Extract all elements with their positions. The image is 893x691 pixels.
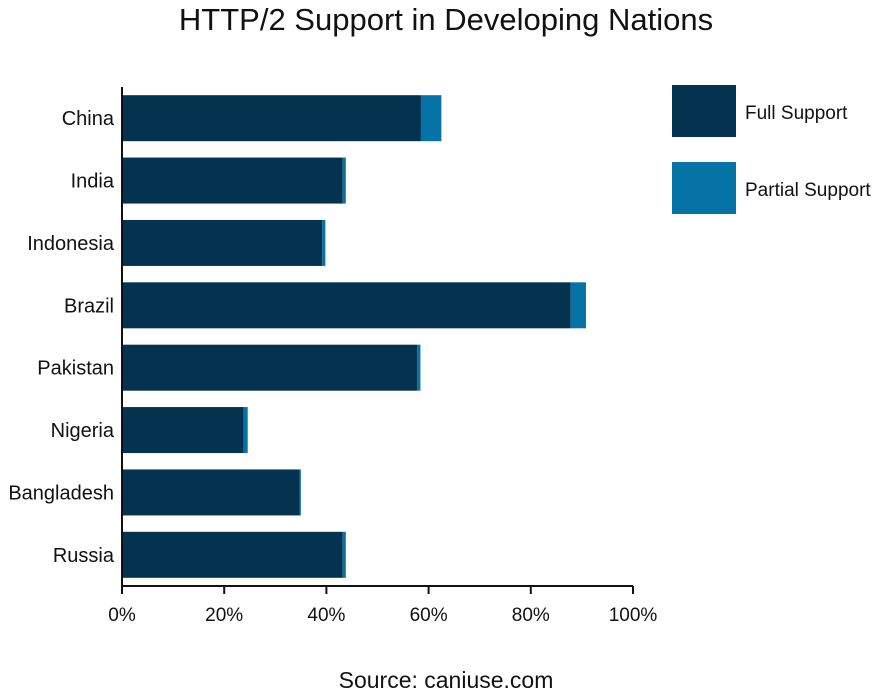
x-tick-label: 80%	[512, 605, 550, 626]
bar-nigeria-partial-support	[243, 407, 248, 454]
bar-brazil-full-support	[122, 282, 571, 329]
x-tick-label: 40%	[307, 605, 345, 626]
legend: Full Support Partial Support	[672, 85, 871, 214]
category-label: Russia	[53, 545, 115, 567]
category-label: Brazil	[64, 295, 114, 317]
bar-indonesia-partial-support	[322, 219, 326, 266]
category-label: Indonesia	[27, 233, 115, 255]
bar-india-partial-support	[342, 157, 346, 204]
legend-label: Partial Support	[745, 180, 871, 201]
chart-title: HTTP/2 Support in Developing Nations	[179, 2, 713, 37]
x-axis-ticks: 0% 20% 40% 60% 80% 100%	[108, 586, 657, 626]
legend-swatch-partial-support	[672, 162, 736, 214]
legend-swatch-full-support	[672, 85, 736, 137]
bar-brazil-partial-support	[570, 282, 586, 329]
x-tick-label: 100%	[609, 605, 658, 626]
bar-pakistan-partial-support	[417, 344, 421, 391]
bar-pakistan-full-support	[122, 344, 418, 391]
bar-china-partial-support	[420, 95, 442, 142]
bar-russia-full-support	[122, 531, 343, 578]
category-label: Nigeria	[51, 420, 115, 442]
bar-russia-partial-support	[342, 531, 346, 578]
legend-label: Full Support	[745, 103, 848, 124]
x-tick-label: 20%	[205, 605, 243, 626]
category-label: Pakistan	[37, 358, 114, 380]
category-label: China	[62, 108, 115, 130]
bar-bangladesh-full-support	[122, 469, 300, 516]
bar-china-full-support	[122, 95, 421, 142]
bar-nigeria-full-support	[122, 407, 244, 454]
x-tick-label: 60%	[410, 605, 448, 626]
bar-indonesia-full-support	[122, 219, 323, 266]
x-tick-label: 0%	[108, 605, 136, 626]
bars-layer	[122, 95, 586, 578]
category-labels: China India Indonesia Brazil Pakistan Nigeria…	[8, 108, 115, 567]
bar-india-full-support	[122, 157, 343, 204]
source-note: Source: caniuse.com	[339, 667, 554, 691]
category-label: Bangladesh	[8, 482, 114, 504]
bar-bangladesh-partial-support	[299, 469, 301, 516]
category-label: India	[71, 171, 115, 193]
